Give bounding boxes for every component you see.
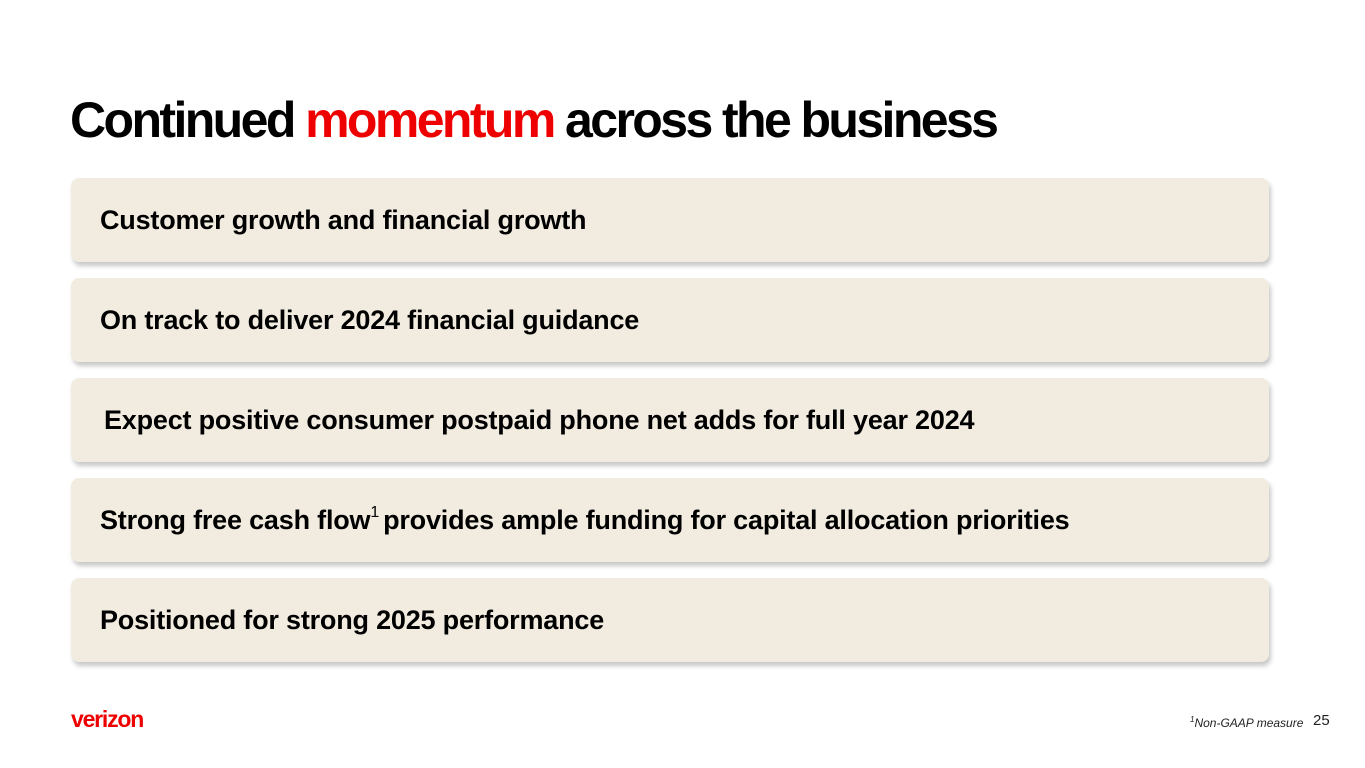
page-title: Continued momentum across the business	[70, 92, 999, 148]
point-text: Positioned for strong 2025 performance	[100, 604, 605, 635]
point-box-5: Positioned for strong 2025 performance	[71, 578, 1269, 662]
point-box-2: On track to deliver 2024 financial guida…	[71, 278, 1269, 362]
point-text: On track to deliver 2024 financial guida…	[100, 304, 640, 335]
footnote-text: Non-GAAP measure	[1194, 716, 1304, 730]
point-text: Customer growth and financial growth	[100, 204, 587, 235]
footnote: 1Non-GAAP measure	[1190, 715, 1303, 730]
point-text: Expect positive consumer postpaid phone …	[104, 404, 975, 435]
point-box-4: Strong free cash flow1 provides ample fun…	[71, 478, 1269, 562]
verizon-logo: verizon	[71, 706, 144, 732]
footnote-ref: 1	[370, 503, 380, 521]
title-accent: momentum	[305, 92, 556, 148]
title-part-2: across the business	[553, 92, 999, 148]
point-text: Strong free cash flow1 provides ample fun…	[100, 503, 1070, 536]
point-box-3: Expect positive consumer postpaid phone …	[71, 378, 1269, 462]
point-box-1: Customer growth and financial growth	[71, 178, 1269, 262]
page-number: 25	[1313, 712, 1330, 729]
footnote-mark: 1	[1190, 715, 1195, 724]
title-part-1: Continued	[70, 92, 306, 148]
point-text-after: provides ample funding for capital alloc…	[383, 504, 1070, 535]
point-text-before: Strong free cash flow	[100, 504, 371, 535]
